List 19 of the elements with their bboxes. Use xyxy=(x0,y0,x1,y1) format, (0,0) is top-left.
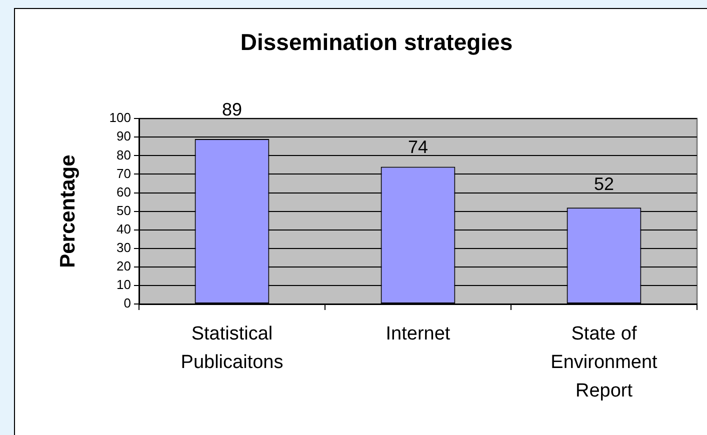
data-label: 52 xyxy=(594,174,614,194)
y-axis-title: Percentage xyxy=(56,154,80,268)
x-tick-label: Internet xyxy=(386,323,451,344)
x-tick-label: State of Environment Report xyxy=(550,323,658,402)
y-tick-label: 20 xyxy=(116,258,131,274)
y-tick-label: 80 xyxy=(116,147,131,162)
y-tick-label: 90 xyxy=(116,128,131,144)
chart-title: Dissemination strategies xyxy=(240,29,513,56)
y-tick-label: 60 xyxy=(116,184,131,200)
data-label: 89 xyxy=(222,100,242,120)
y-tick-label: 10 xyxy=(116,277,131,292)
y-tick-label: 100 xyxy=(109,110,131,126)
y-tick-label: 50 xyxy=(116,202,131,218)
y-tick-label: 40 xyxy=(116,221,131,236)
x-tick-label: Statistical Publicaitons xyxy=(180,323,284,373)
y-tick-label: 70 xyxy=(116,166,131,181)
y-tick-label: 30 xyxy=(116,240,131,255)
y-tick-label: 0 xyxy=(124,296,131,311)
data-label: 74 xyxy=(408,136,428,157)
